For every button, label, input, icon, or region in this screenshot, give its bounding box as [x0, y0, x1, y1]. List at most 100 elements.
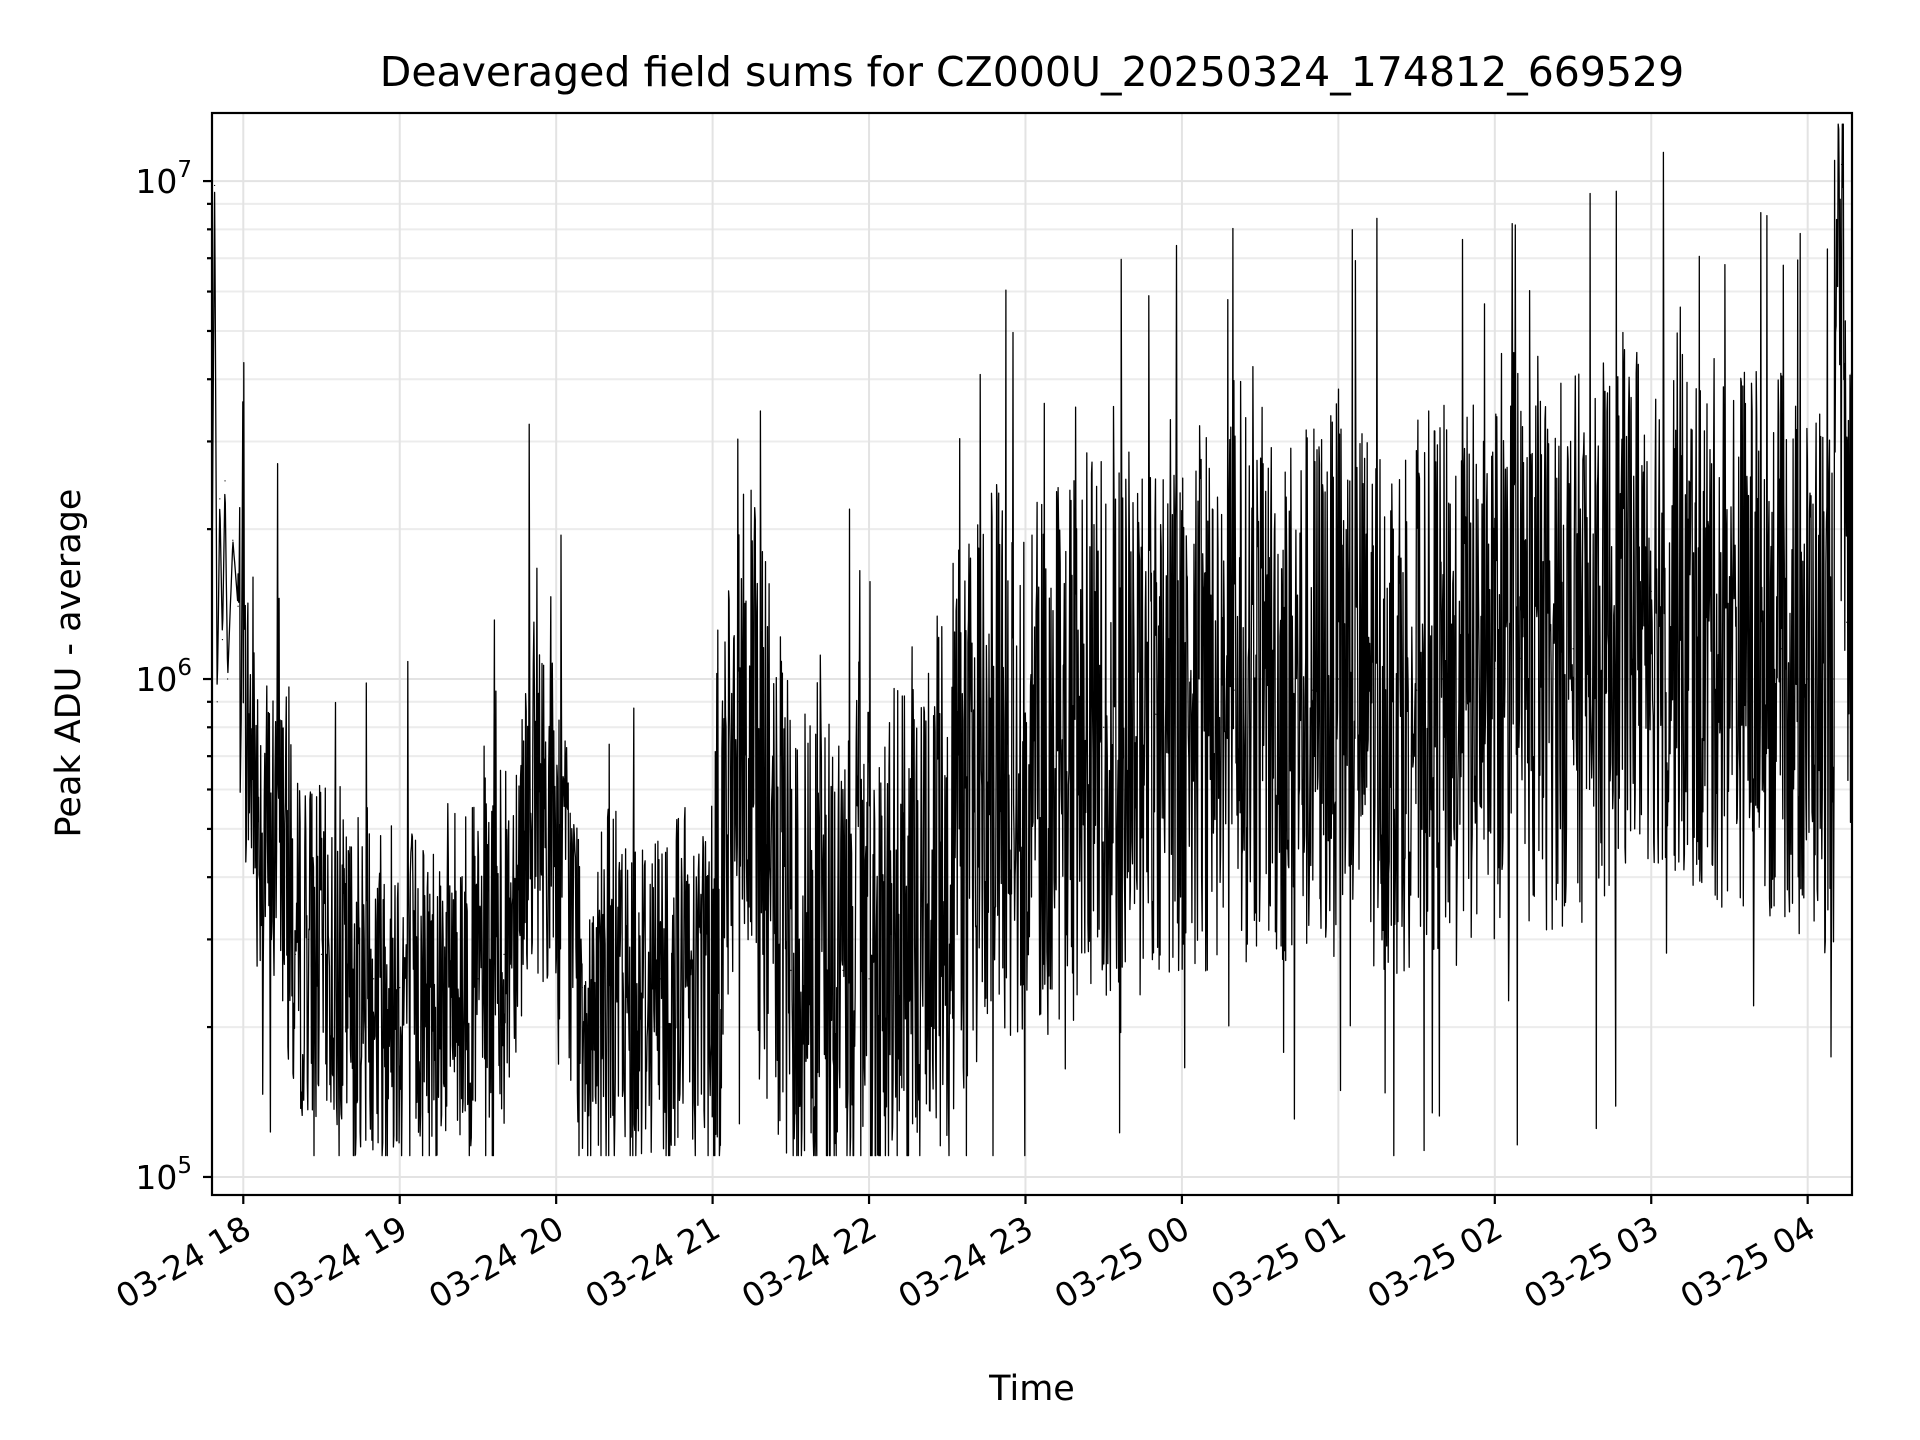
- data-point: [227, 678, 229, 680]
- data-point: [221, 638, 224, 641]
- data-point: [214, 184, 216, 187]
- data-point: [268, 851, 270, 853]
- data-point: [320, 953, 323, 955]
- data-point: [1598, 638, 1600, 641]
- data-point: [738, 701, 740, 703]
- data-point: [529, 788, 531, 791]
- data-point: [972, 788, 974, 791]
- data-point: [1546, 657, 1548, 660]
- data-point: [232, 539, 234, 541]
- data-point: [1389, 701, 1392, 703]
- x-tick-label: 03-25 04: [1674, 1208, 1822, 1316]
- x-axis-label: Time: [988, 1369, 1075, 1409]
- data-point: [1155, 713, 1157, 715]
- data-point: [1129, 726, 1131, 728]
- data-point: [1024, 771, 1027, 773]
- data-point: [211, 590, 213, 592]
- data-point: [1807, 678, 1809, 680]
- data-point: [1181, 701, 1183, 703]
- y-tick-label: 107: [135, 157, 192, 201]
- data-point: [1468, 678, 1470, 680]
- series-line: [211, 123, 1853, 1157]
- x-tick-label: 03-24 21: [579, 1208, 727, 1316]
- data-point: [1650, 590, 1652, 592]
- data-point: [373, 978, 375, 980]
- data-point: [1820, 657, 1822, 660]
- data-point: [242, 701, 244, 703]
- x-tick-label: 03-25 03: [1517, 1208, 1665, 1316]
- plot-frame: [210, 111, 1854, 1197]
- data-point: [842, 969, 844, 971]
- data-point: [255, 788, 257, 791]
- data-point: [659, 978, 662, 980]
- y-axis-label: Peak ADU - average: [49, 489, 89, 838]
- data-point: [868, 978, 870, 980]
- data-point: [346, 987, 349, 989]
- data-point: [1624, 605, 1626, 607]
- data-point: [1833, 678, 1835, 680]
- y-tick-label: 106: [135, 655, 192, 699]
- data-point: [1846, 621, 1848, 623]
- data-point: [224, 480, 226, 482]
- data-point: [1311, 689, 1313, 691]
- x-tick-label: 03-25 01: [1204, 1208, 1352, 1316]
- data-point: [219, 498, 221, 500]
- data-point: [581, 987, 583, 989]
- data-point: [946, 876, 948, 878]
- x-tick-label: 03-24 19: [266, 1208, 414, 1316]
- data-point: [1781, 648, 1783, 650]
- data-point: [1285, 701, 1287, 703]
- data-point: [790, 969, 792, 971]
- data-point: [281, 828, 283, 830]
- x-tick-label: 03-24 20: [422, 1208, 570, 1316]
- x-tick-label: 03-25 02: [1361, 1208, 1509, 1316]
- x-tick-label: 03-24 23: [891, 1208, 1039, 1316]
- data-point: [503, 953, 505, 955]
- data-point: [764, 828, 766, 830]
- data-point: [1103, 726, 1105, 728]
- data-point: [237, 605, 239, 607]
- y-tick-label: 105: [135, 1153, 192, 1197]
- data-point: [1337, 678, 1339, 680]
- x-tick-label: 03-24 22: [735, 1208, 883, 1316]
- data-point: [1572, 648, 1574, 650]
- data-point: [1207, 701, 1209, 703]
- data-point: [1050, 755, 1053, 757]
- data-point: [1520, 657, 1522, 660]
- data-point: [294, 953, 297, 955]
- data-point: [307, 938, 310, 940]
- data-point: [1233, 689, 1235, 691]
- data-point: [1676, 605, 1678, 607]
- data-point: [451, 969, 453, 971]
- data-point: [425, 996, 427, 998]
- data-point: [1077, 740, 1079, 742]
- chart-title: Deaveraged field sums for CZ000U_2025032…: [380, 48, 1684, 96]
- data-point: [1363, 689, 1366, 691]
- x-tick-label: 03-25 00: [1048, 1208, 1196, 1316]
- data-point: [477, 978, 479, 980]
- data-point: [685, 969, 688, 971]
- data-point: [920, 905, 922, 907]
- series-points: [211, 163, 1853, 998]
- x-tick-label: 03-24 18: [109, 1208, 257, 1316]
- data-point: [1442, 678, 1444, 680]
- data-point: [607, 978, 609, 980]
- data-point: [1259, 678, 1261, 680]
- data-point: [816, 953, 818, 955]
- data-point: [1728, 621, 1731, 623]
- data-point: [1702, 638, 1704, 641]
- data-point: [399, 987, 401, 989]
- data-point: [555, 828, 557, 830]
- data-point: [998, 755, 1001, 757]
- data-point: [1851, 551, 1853, 553]
- data-point: [1415, 689, 1418, 691]
- x-axis: 03-24 18 03-24 19 03-24 20 03-24 21 03-24 22…: [109, 1195, 1822, 1316]
- data-point: [712, 953, 714, 955]
- data-point: [894, 953, 896, 955]
- y-axis: 105 106 107: [135, 157, 212, 1197]
- data-point: [216, 701, 218, 703]
- data-point: [1494, 667, 1496, 670]
- data-point: [1840, 163, 1843, 166]
- data-point: [1754, 638, 1757, 641]
